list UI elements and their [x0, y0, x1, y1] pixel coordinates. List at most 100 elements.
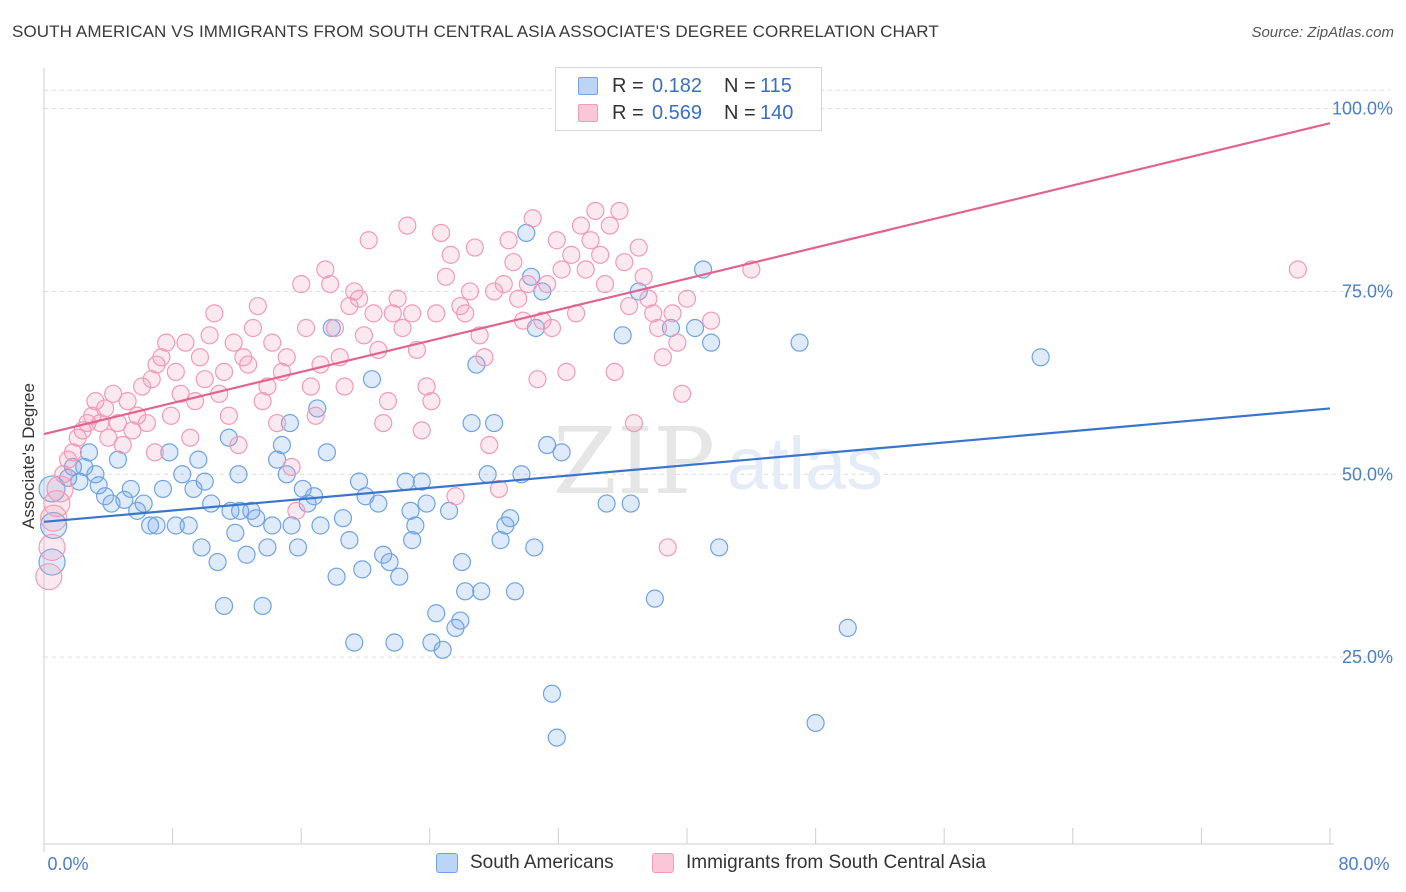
data-point — [40, 511, 68, 540]
data-point — [494, 275, 513, 294]
data-point — [258, 538, 277, 557]
data-point — [280, 413, 300, 433]
data-point — [653, 348, 672, 367]
data-point — [456, 304, 475, 323]
data-point — [615, 253, 634, 272]
data-point — [160, 443, 179, 462]
data-point — [267, 450, 287, 469]
data-point — [108, 413, 128, 433]
legend-item-immigrants-south-central-asia: Immigrants from South Central Asia — [652, 852, 986, 874]
data-point — [433, 640, 452, 659]
data-point — [591, 245, 610, 264]
chart-title: SOUTH AMERICAN VS IMMIGRANTS FROM SOUTH … — [12, 22, 939, 41]
data-point — [571, 216, 591, 235]
data-point — [452, 552, 472, 572]
series-immigrants-south-central-asia — [35, 201, 1307, 591]
data-point — [595, 275, 615, 294]
data-point — [38, 475, 66, 503]
data-point — [308, 399, 327, 418]
r-label: R = — [612, 74, 644, 97]
data-point — [369, 340, 388, 360]
data-point — [301, 377, 320, 396]
data-point — [219, 428, 238, 447]
data-point — [128, 501, 147, 520]
data-point — [427, 604, 446, 623]
data-point — [398, 216, 417, 235]
data-point — [161, 406, 181, 425]
data-point — [184, 479, 203, 499]
data-point — [353, 560, 372, 579]
data-point — [475, 348, 494, 367]
data-point — [605, 362, 624, 381]
data-point — [644, 304, 663, 323]
data-point — [288, 538, 308, 557]
data-point — [239, 355, 258, 374]
data-point — [327, 567, 346, 586]
data-point — [176, 333, 195, 352]
trend-line — [43, 407, 1331, 523]
data-point — [702, 311, 721, 330]
data-point — [226, 523, 245, 542]
data-point — [663, 304, 682, 323]
data-point — [38, 533, 66, 562]
data-point — [63, 443, 83, 462]
data-point — [113, 435, 132, 455]
data-point — [383, 304, 402, 323]
grid-lines — [44, 89, 1390, 658]
data-point — [629, 238, 648, 257]
data-point — [412, 421, 431, 440]
data-point — [385, 633, 404, 652]
data-point — [253, 392, 272, 411]
data-point — [436, 267, 455, 286]
data-point — [518, 275, 537, 294]
data-point — [613, 326, 632, 345]
data-point — [645, 589, 664, 608]
data-point — [586, 201, 605, 221]
n-value: 115 — [760, 74, 792, 97]
data-point — [35, 563, 63, 591]
data-point — [462, 413, 481, 433]
watermark-zip: ZIP — [553, 408, 715, 515]
data-point — [195, 370, 214, 389]
data-point — [542, 318, 562, 338]
data-point — [243, 318, 263, 338]
data-point — [412, 472, 431, 491]
data-point — [263, 333, 282, 352]
data-point — [552, 260, 571, 279]
data-point — [364, 304, 383, 323]
data-point — [340, 531, 359, 550]
pink-swatch-icon — [652, 853, 674, 873]
data-point — [282, 457, 301, 477]
data-point — [509, 289, 528, 308]
data-point — [562, 245, 581, 264]
data-point — [557, 362, 576, 381]
data-point — [624, 413, 644, 433]
y-tick-label: 50.0% — [1342, 464, 1393, 484]
watermark-atlas: atlas — [727, 422, 883, 505]
data-point — [417, 494, 436, 513]
data-point — [132, 377, 152, 396]
data-point — [446, 487, 465, 506]
data-point — [401, 501, 420, 520]
data-point — [677, 289, 697, 308]
data-point — [123, 421, 142, 440]
data-point — [499, 231, 518, 250]
data-point — [54, 465, 73, 484]
data-point — [75, 457, 94, 477]
data-point — [501, 509, 520, 528]
data-point — [333, 509, 353, 528]
data-point — [86, 392, 105, 411]
data-point — [224, 333, 243, 352]
data-point — [219, 406, 238, 425]
data-point — [406, 516, 425, 535]
data-point — [621, 494, 640, 513]
data-point — [292, 275, 311, 294]
n-label: N = — [724, 101, 756, 124]
data-point — [340, 296, 359, 316]
n-label: N = — [724, 74, 756, 97]
data-point — [806, 713, 825, 733]
data-point — [171, 384, 190, 403]
y-tick-label: 75.0% — [1342, 281, 1393, 301]
data-point — [668, 333, 687, 352]
data-point — [790, 333, 809, 352]
